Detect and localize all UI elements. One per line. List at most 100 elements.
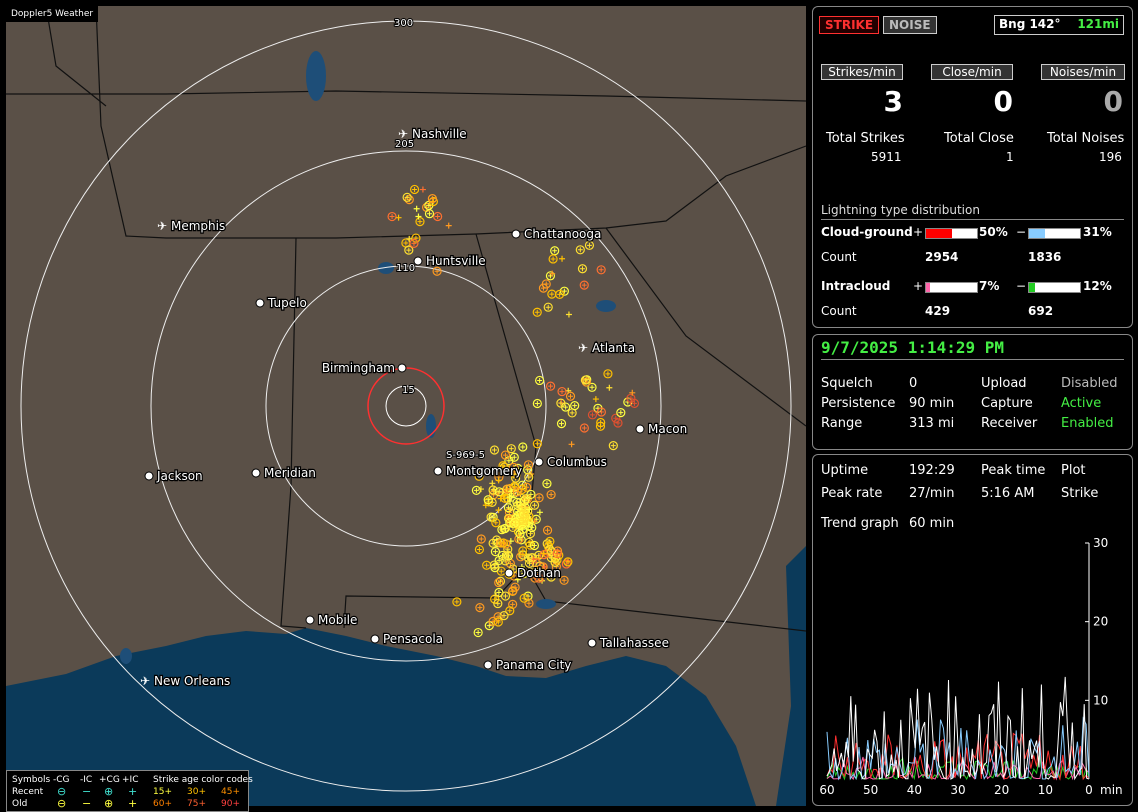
gulf-water (6, 628, 756, 806)
distribution-title: Lightning type distribution (821, 203, 980, 217)
close-per-min-button[interactable]: Close/min (931, 64, 1013, 80)
strike-marker (555, 289, 565, 299)
lakes (120, 51, 616, 664)
noise-button[interactable]: NOISE (883, 16, 937, 34)
strike-marker (545, 381, 556, 391)
strike-marker (507, 608, 513, 614)
strike-marker (504, 552, 510, 558)
strike-marker (580, 375, 591, 385)
trend-graph-value[interactable]: 60 min (909, 516, 955, 531)
strike-marker (529, 500, 540, 510)
strikes-per-min-button[interactable]: Strikes/min (821, 64, 903, 80)
strike-marker (561, 559, 571, 569)
strike-marker (496, 589, 502, 595)
strike-marker (587, 382, 597, 392)
range-value: 313 mi (909, 416, 955, 431)
strike-marker (503, 503, 514, 513)
strike-marker (411, 240, 417, 246)
city-dot-icon (397, 363, 407, 373)
strike-marker (579, 280, 589, 290)
strike-marker (412, 186, 418, 192)
city-dot-icon (255, 298, 265, 308)
legend-age-90: 90+ (221, 799, 240, 809)
strike-marker (475, 602, 485, 613)
trend-y-tick-label: 20 (1093, 615, 1108, 629)
strike-marker (575, 245, 585, 255)
legend-old-label: Old (12, 799, 28, 809)
strike-marker (524, 598, 534, 608)
strike-marker (518, 563, 525, 570)
strike-marker (559, 389, 565, 395)
strike-marker (534, 493, 544, 503)
strike-marker (631, 400, 637, 406)
plot-value[interactable]: Strike (1061, 486, 1099, 501)
strike-marker (534, 400, 540, 406)
legend-age-45: 45+ (221, 787, 240, 797)
city-dot-icon (251, 468, 261, 478)
strike-marker (502, 452, 508, 458)
map-title: Doppler5 Weather (6, 6, 99, 22)
strike-marker (586, 242, 592, 248)
strike-marker (509, 452, 519, 462)
strike-marker (587, 410, 598, 420)
minus-ic-old-icon: − (82, 797, 92, 810)
city-dot-icon (305, 615, 315, 625)
strike-marker (534, 573, 544, 583)
strike-marker (613, 418, 623, 428)
strike-marker (532, 439, 542, 449)
strike-marker (432, 266, 442, 276)
strike-marker (525, 462, 531, 468)
city-dot-icon (504, 568, 514, 578)
noises-per-min-button[interactable]: Noises/min (1041, 64, 1125, 80)
strike-marker (568, 393, 574, 399)
strike-marker (419, 186, 426, 193)
strike-marker (506, 444, 516, 454)
strike-marker (510, 588, 516, 594)
symbol-legend: Symbols -CG -IC +CG +IC Strike age color… (6, 770, 253, 812)
map-canvas[interactable]: 15 110 205 300 S-969-5 ✈ Nashville Chattan… (6, 6, 806, 806)
strike-marker (493, 598, 503, 609)
strike-marker (535, 375, 545, 386)
strike-marker (536, 575, 542, 581)
strike-marker (598, 420, 604, 426)
strike-marker (395, 214, 402, 221)
upload-label: Upload (981, 376, 1027, 391)
strike-marker (413, 205, 420, 212)
strike-marker (616, 408, 626, 418)
peak-time-value: 5:16 AM (981, 486, 1035, 501)
strike-marker (494, 577, 504, 588)
trend-x-tick-label: 0 (1085, 783, 1093, 797)
strike-marker (537, 377, 543, 383)
strike-marker (488, 485, 498, 495)
strike-marker (519, 569, 529, 579)
strike-marker (548, 574, 554, 580)
strike-marker (512, 487, 522, 497)
strike-marker (506, 458, 512, 464)
strike-marker (520, 444, 526, 450)
strike-marker (427, 194, 437, 204)
strike-marker (545, 304, 551, 310)
trend-lines (826, 676, 1090, 781)
strike-marker (402, 192, 412, 202)
uptime-value: 192:29 (909, 463, 955, 478)
strike-marker (552, 248, 558, 254)
strike-marker (526, 600, 532, 606)
city-layer: ✈ Nashville Chattanooga ✈ Memphis Huntsville T… (140, 126, 689, 690)
strike-stats-panel: STRIKE NOISE Bng 142° 121mi Strikes/min … (812, 6, 1133, 328)
strike-marker (547, 547, 557, 557)
strike-marker (409, 184, 420, 195)
airport-icon: ✈ (578, 341, 588, 355)
strike-marker (550, 557, 560, 567)
strike-marker (500, 540, 506, 546)
strike-marker (484, 562, 490, 568)
city-label: Atlanta (592, 341, 635, 355)
strike-button[interactable]: STRIKE (819, 16, 880, 34)
capture-label: Capture (981, 396, 1033, 411)
city-label: Huntsville (426, 254, 486, 268)
strike-marker (532, 502, 538, 508)
strike-marker (628, 395, 634, 401)
cg-positive-bar (925, 228, 978, 239)
lightning-map[interactable]: 15 110 205 300 S-969-5 ✈ Nashville Chattan… (6, 6, 806, 806)
strike-marker (518, 554, 524, 560)
state-borders (6, 6, 806, 632)
